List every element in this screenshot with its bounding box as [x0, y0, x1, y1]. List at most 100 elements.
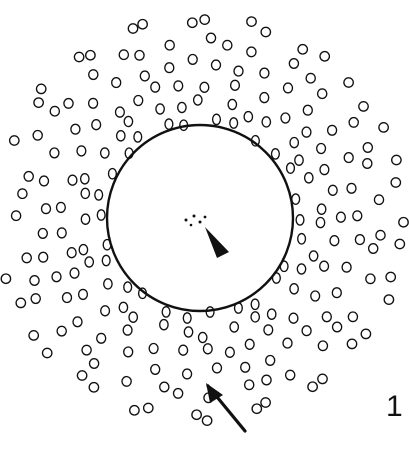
particle [375, 229, 386, 241]
particle [67, 174, 78, 186]
particle [63, 97, 74, 109]
particle [38, 251, 49, 263]
particle [139, 70, 150, 82]
particle [133, 131, 143, 143]
particle [282, 337, 293, 349]
center-dot [203, 215, 207, 219]
particle [285, 162, 296, 174]
particle [115, 130, 126, 142]
particle [310, 290, 321, 302]
particle [76, 145, 87, 157]
particle [373, 194, 385, 206]
particle [122, 324, 133, 336]
particle [49, 105, 61, 117]
particle [317, 373, 328, 385]
particle [56, 325, 67, 337]
particle [282, 82, 294, 94]
particle [118, 301, 129, 314]
particle [243, 110, 254, 123]
particle [259, 67, 270, 79]
particle [362, 142, 374, 153]
particle [148, 342, 159, 355]
particle [94, 189, 104, 201]
particle [383, 294, 395, 305]
particle [80, 213, 91, 225]
particle [0, 273, 12, 285]
particle [114, 106, 125, 118]
particle [398, 216, 409, 228]
particle [250, 298, 260, 311]
particle [199, 81, 210, 93]
particle [49, 147, 60, 159]
particle [133, 94, 144, 107]
particle [137, 18, 148, 30]
particle [390, 177, 402, 188]
center-dot [192, 214, 196, 218]
particle [343, 77, 354, 88]
particle [297, 232, 307, 245]
particle [331, 321, 343, 333]
particle [123, 115, 134, 128]
particle [29, 275, 40, 286]
particle [164, 118, 174, 130]
particle [33, 97, 44, 108]
center-dot [189, 223, 193, 227]
particle [291, 193, 301, 205]
particle [250, 311, 261, 323]
particle [305, 72, 316, 84]
particle [164, 62, 175, 74]
particle [30, 293, 41, 305]
particle [229, 117, 239, 129]
panel-number: 1 [386, 390, 403, 423]
particle [329, 235, 340, 247]
particle [205, 306, 215, 318]
particle [15, 297, 27, 309]
particle [301, 126, 312, 138]
particle [161, 306, 171, 318]
particle [38, 175, 50, 187]
particle [288, 312, 299, 324]
arrow-icon [206, 383, 247, 433]
particle [111, 77, 122, 89]
particle [159, 318, 169, 331]
particle [159, 381, 170, 393]
particle [266, 308, 277, 320]
central-circle [105, 123, 295, 313]
particle [202, 343, 213, 355]
particle [224, 346, 235, 358]
particle [85, 49, 96, 61]
particle [341, 261, 352, 273]
particle [346, 182, 357, 194]
particle [100, 305, 111, 317]
particle [365, 273, 376, 285]
particle [327, 184, 338, 196]
particle [88, 381, 100, 393]
particle-ring [0, 14, 409, 426]
particle [244, 338, 255, 350]
particle [88, 358, 100, 369]
particle [118, 49, 130, 61]
particle [81, 344, 92, 356]
particle [181, 368, 193, 380]
particle [28, 330, 40, 341]
particle [87, 97, 99, 109]
particle [367, 243, 379, 254]
particle [10, 210, 22, 222]
particle [80, 187, 91, 200]
particle [199, 14, 211, 25]
particle [164, 39, 175, 51]
particle [123, 281, 133, 293]
particle [211, 113, 222, 126]
particle [243, 379, 255, 391]
particle [261, 374, 272, 386]
particle [107, 167, 117, 180]
particle [296, 263, 307, 275]
particle [96, 209, 106, 221]
particle [331, 287, 342, 299]
particle [66, 247, 77, 259]
particle [319, 50, 331, 62]
particle [362, 158, 373, 169]
particle [227, 98, 238, 111]
particle [289, 283, 299, 295]
